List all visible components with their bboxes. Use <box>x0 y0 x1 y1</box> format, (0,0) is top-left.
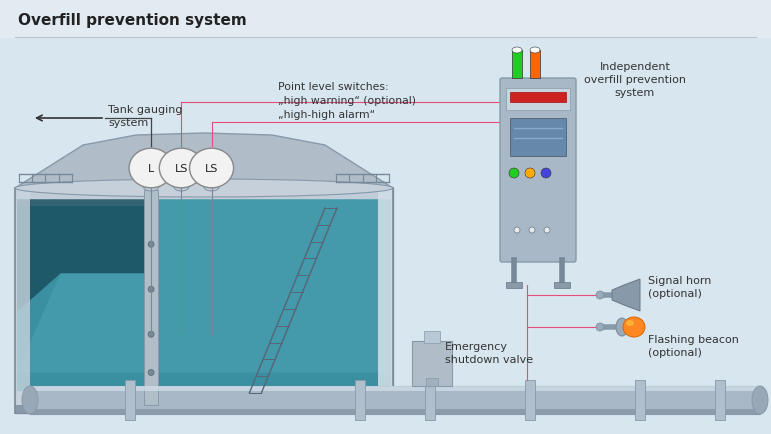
Circle shape <box>148 286 154 292</box>
Text: Overfill prevention system: Overfill prevention system <box>18 13 247 27</box>
Circle shape <box>541 168 551 178</box>
Ellipse shape <box>160 148 204 188</box>
Bar <box>15 188 393 413</box>
Bar <box>30 386 760 414</box>
Bar <box>635 380 645 420</box>
Bar <box>424 331 440 343</box>
Text: L: L <box>148 164 154 174</box>
Text: Signal horn
(optional): Signal horn (optional) <box>648 276 712 299</box>
Circle shape <box>544 227 550 233</box>
Text: Emergency
shutdown valve: Emergency shutdown valve <box>445 342 533 365</box>
Bar <box>426 378 438 386</box>
Bar <box>715 380 725 420</box>
Ellipse shape <box>530 47 540 53</box>
Circle shape <box>596 291 604 299</box>
Bar <box>506 88 570 110</box>
Circle shape <box>514 227 520 233</box>
Circle shape <box>148 331 154 337</box>
Ellipse shape <box>129 148 173 188</box>
Bar <box>510 92 566 102</box>
Bar <box>412 341 452 386</box>
Bar <box>0 0 771 38</box>
Bar <box>144 190 158 405</box>
Text: Tank gauging
system: Tank gauging system <box>108 105 183 128</box>
Circle shape <box>148 369 154 375</box>
Text: Independent
overfill prevention
system: Independent overfill prevention system <box>584 62 686 99</box>
Bar <box>554 282 570 288</box>
Bar <box>510 118 566 156</box>
Text: LS: LS <box>205 164 218 174</box>
FancyBboxPatch shape <box>500 78 576 262</box>
Bar <box>506 282 522 288</box>
Bar <box>525 380 535 420</box>
Ellipse shape <box>173 181 190 191</box>
Ellipse shape <box>752 386 768 414</box>
Circle shape <box>596 323 604 331</box>
Bar <box>378 188 393 413</box>
Ellipse shape <box>512 47 522 53</box>
Ellipse shape <box>623 317 645 337</box>
Ellipse shape <box>22 386 38 414</box>
Ellipse shape <box>15 179 393 197</box>
Bar <box>17 206 391 391</box>
Bar <box>530 50 540 78</box>
Bar <box>15 188 393 413</box>
Text: Flashing beacon
(optional): Flashing beacon (optional) <box>648 335 739 358</box>
Bar <box>512 50 522 78</box>
Ellipse shape <box>626 320 634 326</box>
Polygon shape <box>15 133 393 188</box>
Polygon shape <box>17 199 391 372</box>
Bar <box>30 409 760 414</box>
Text: LS: LS <box>175 164 188 174</box>
Bar <box>30 386 760 391</box>
Circle shape <box>148 241 154 247</box>
Bar <box>425 380 435 420</box>
Polygon shape <box>17 199 159 312</box>
Bar <box>355 380 365 420</box>
Ellipse shape <box>190 148 234 188</box>
Ellipse shape <box>143 181 159 191</box>
Circle shape <box>525 168 535 178</box>
Polygon shape <box>612 279 640 311</box>
Ellipse shape <box>616 318 628 336</box>
Circle shape <box>529 227 535 233</box>
Bar <box>15 188 30 413</box>
Bar <box>15 405 393 413</box>
Text: Point level switches:
„high warning“ (optional)
„high-high alarm“: Point level switches: „high warning“ (op… <box>278 82 416 120</box>
Circle shape <box>509 168 519 178</box>
Bar <box>125 380 135 420</box>
Ellipse shape <box>204 181 220 191</box>
